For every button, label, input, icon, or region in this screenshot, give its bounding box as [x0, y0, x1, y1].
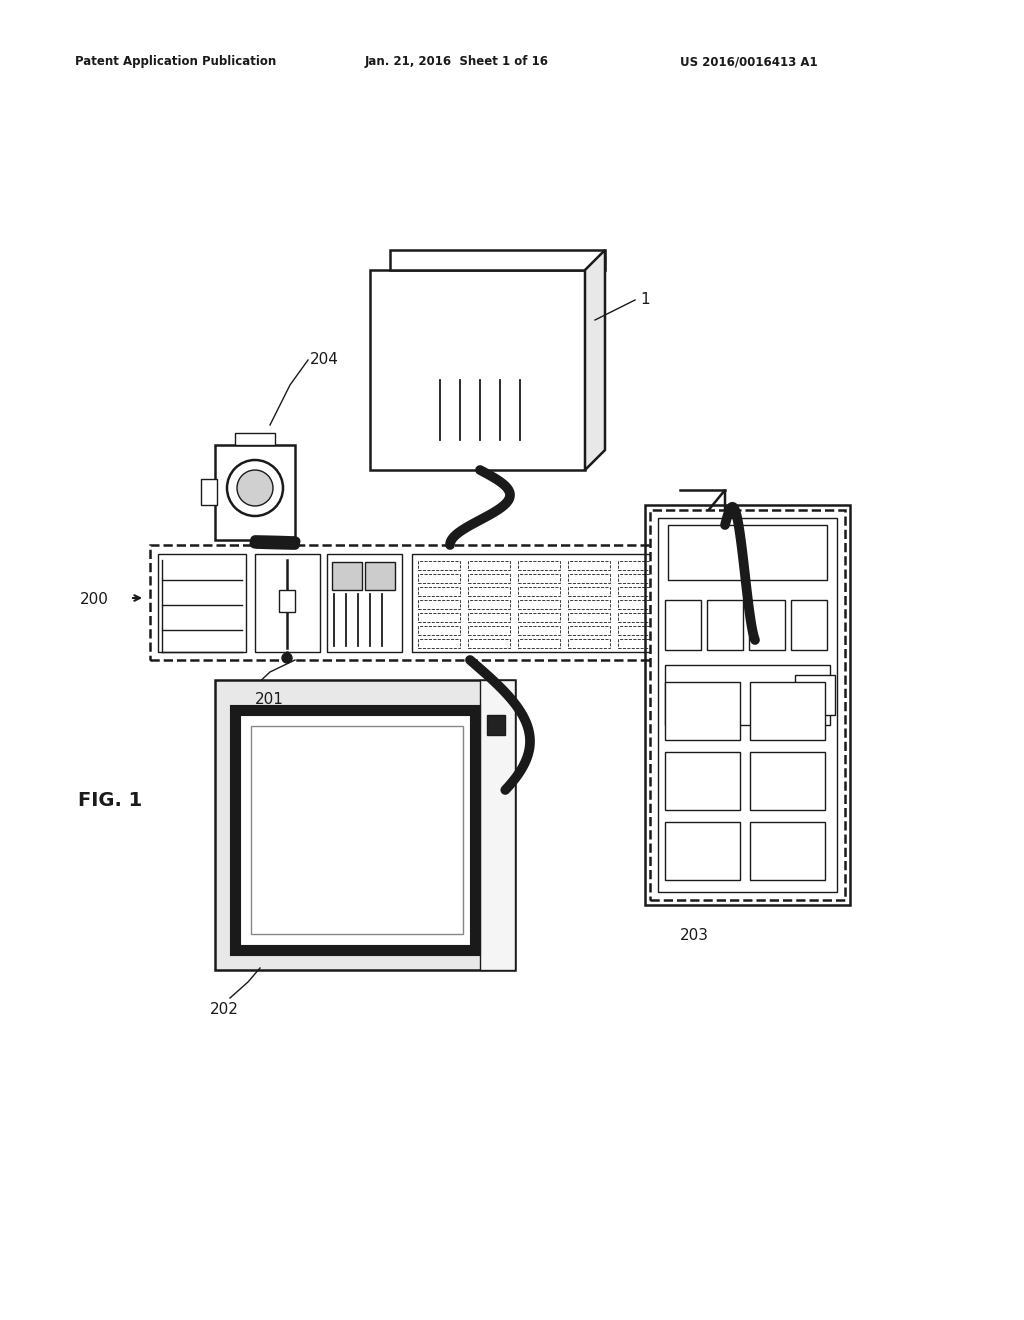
Bar [468, 601, 510, 609]
Bar [370, 271, 585, 470]
Bar [487, 715, 505, 735]
Bar [518, 639, 560, 648]
Text: FIG. 1: FIG. 1 [78, 791, 142, 809]
Bar [618, 601, 660, 609]
Bar [327, 554, 402, 652]
Text: 1: 1 [640, 293, 649, 308]
Bar [418, 574, 460, 583]
Bar [518, 601, 560, 609]
Bar [707, 601, 743, 649]
Bar [668, 525, 827, 579]
Bar [234, 433, 275, 445]
Bar [518, 561, 560, 570]
Bar [665, 682, 740, 741]
Bar [750, 752, 825, 810]
Bar [468, 561, 510, 570]
Bar [618, 587, 660, 597]
Bar [201, 479, 217, 506]
Bar [665, 752, 740, 810]
Polygon shape [585, 249, 605, 470]
Bar [568, 574, 610, 583]
Bar [418, 587, 460, 597]
Bar [215, 680, 515, 970]
Bar [468, 639, 510, 648]
Bar [568, 639, 610, 648]
Bar [468, 626, 510, 635]
Bar [518, 626, 560, 635]
Bar [418, 561, 460, 570]
Bar [618, 639, 660, 648]
Bar [795, 675, 835, 715]
Bar [215, 445, 295, 540]
Text: 200: 200 [80, 593, 109, 607]
Bar [468, 587, 510, 597]
Bar [251, 726, 463, 935]
Bar [518, 587, 560, 597]
Bar [468, 612, 510, 622]
Bar [418, 639, 460, 648]
Bar [791, 601, 827, 649]
Bar [750, 822, 825, 880]
Circle shape [237, 470, 273, 506]
Text: US 2016/0016413 A1: US 2016/0016413 A1 [680, 55, 817, 69]
Bar [418, 612, 460, 622]
Text: 204: 204 [310, 352, 339, 367]
Text: Patent Application Publication: Patent Application Publication [75, 55, 276, 69]
Bar [618, 574, 660, 583]
Bar [618, 626, 660, 635]
Bar [150, 545, 680, 660]
Bar [650, 510, 845, 900]
Bar [618, 612, 660, 622]
Bar [158, 554, 246, 652]
Bar [645, 506, 850, 906]
Circle shape [227, 459, 283, 516]
Bar [365, 562, 395, 590]
Bar [468, 574, 510, 583]
Bar [665, 822, 740, 880]
Bar [279, 590, 295, 612]
Bar [665, 601, 701, 649]
Bar [332, 562, 362, 590]
Bar [750, 682, 825, 741]
Bar [658, 517, 837, 892]
Bar [618, 561, 660, 570]
Bar [518, 612, 560, 622]
Bar [480, 680, 515, 970]
Text: 202: 202 [210, 1002, 239, 1018]
Bar [390, 249, 605, 271]
Polygon shape [680, 490, 725, 554]
Bar [749, 601, 785, 649]
Text: 203: 203 [680, 928, 709, 942]
Bar [665, 665, 830, 725]
Text: Jan. 21, 2016  Sheet 1 of 16: Jan. 21, 2016 Sheet 1 of 16 [365, 55, 549, 69]
Bar [568, 587, 610, 597]
Bar [568, 626, 610, 635]
Bar [412, 554, 672, 652]
Bar [418, 626, 460, 635]
Bar [255, 554, 319, 652]
Bar [568, 601, 610, 609]
Bar [418, 601, 460, 609]
Bar [234, 710, 475, 950]
Text: 201: 201 [255, 693, 284, 708]
Bar [568, 612, 610, 622]
Circle shape [282, 653, 292, 663]
Bar [568, 561, 610, 570]
Bar [518, 574, 560, 583]
